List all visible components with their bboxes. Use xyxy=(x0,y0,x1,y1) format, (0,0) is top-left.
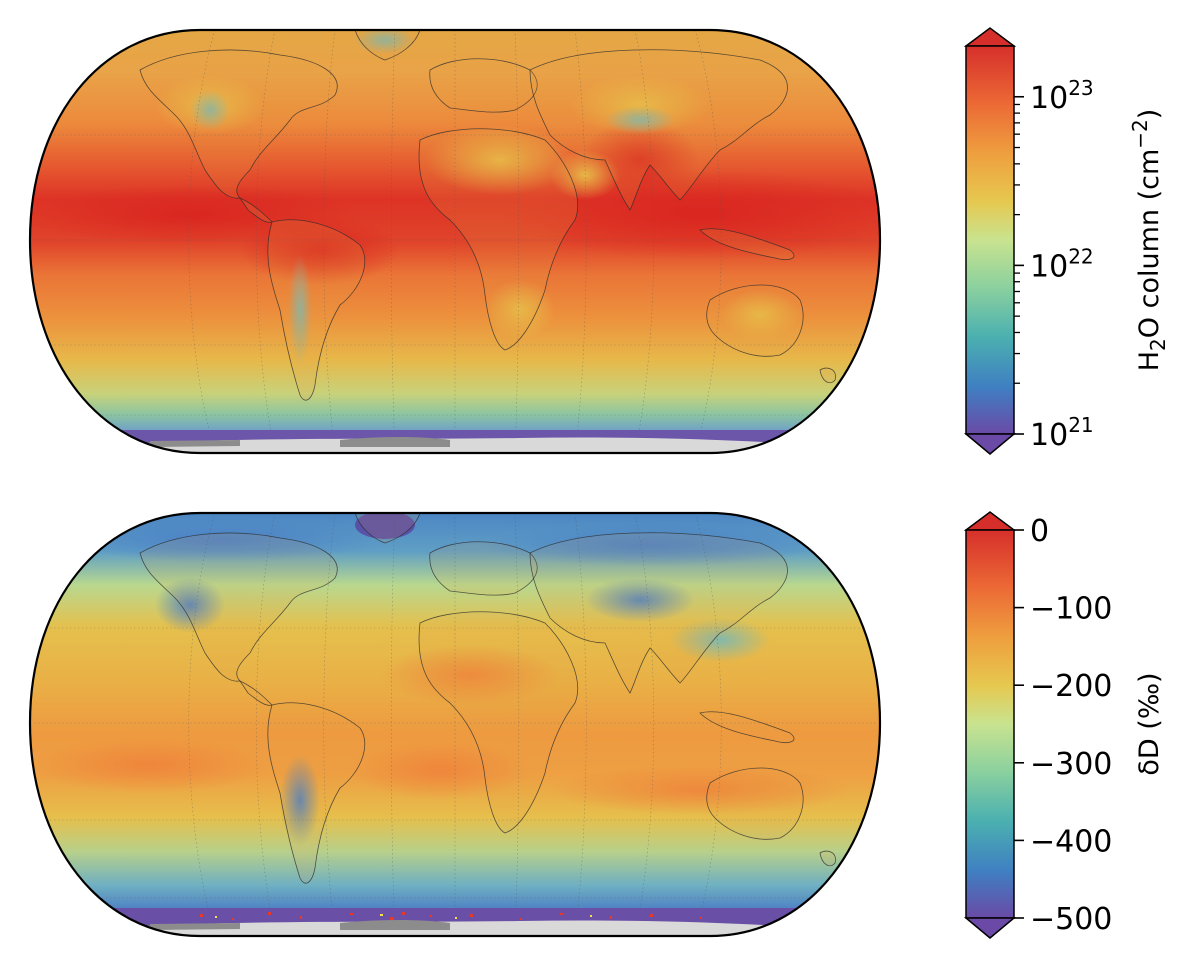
deltaD-colorbar-label: δD (‰) xyxy=(1134,672,1165,775)
h2o-tick-label: 1022 xyxy=(1030,244,1094,284)
deltaD-tick-label: −100 xyxy=(1030,592,1112,627)
h2o-colorbar-label: H2O column (cm−2) xyxy=(1128,109,1170,372)
h2o-colorbar: 1021 1022 1023 H2O column (cm−2) xyxy=(963,27,1170,455)
h2o-tick-label: 1021 xyxy=(1030,413,1094,453)
deltaD-tick-label: −300 xyxy=(1030,747,1112,782)
deltaD-colorbar: 0 −100 −200 −300 −400 −500 δD (‰) xyxy=(963,511,1165,939)
h2o-tick-label: 1023 xyxy=(1030,76,1094,116)
deltaD-tick-label: −400 xyxy=(1030,824,1112,859)
deltaD-map xyxy=(28,511,882,938)
deltaD-tick-label: 0 xyxy=(1030,514,1049,549)
deltaD-tick-label: −500 xyxy=(1030,902,1112,937)
h2o-map xyxy=(28,28,882,455)
deltaD-tick-label: −200 xyxy=(1030,669,1112,704)
antarctic-speckle xyxy=(200,912,702,920)
